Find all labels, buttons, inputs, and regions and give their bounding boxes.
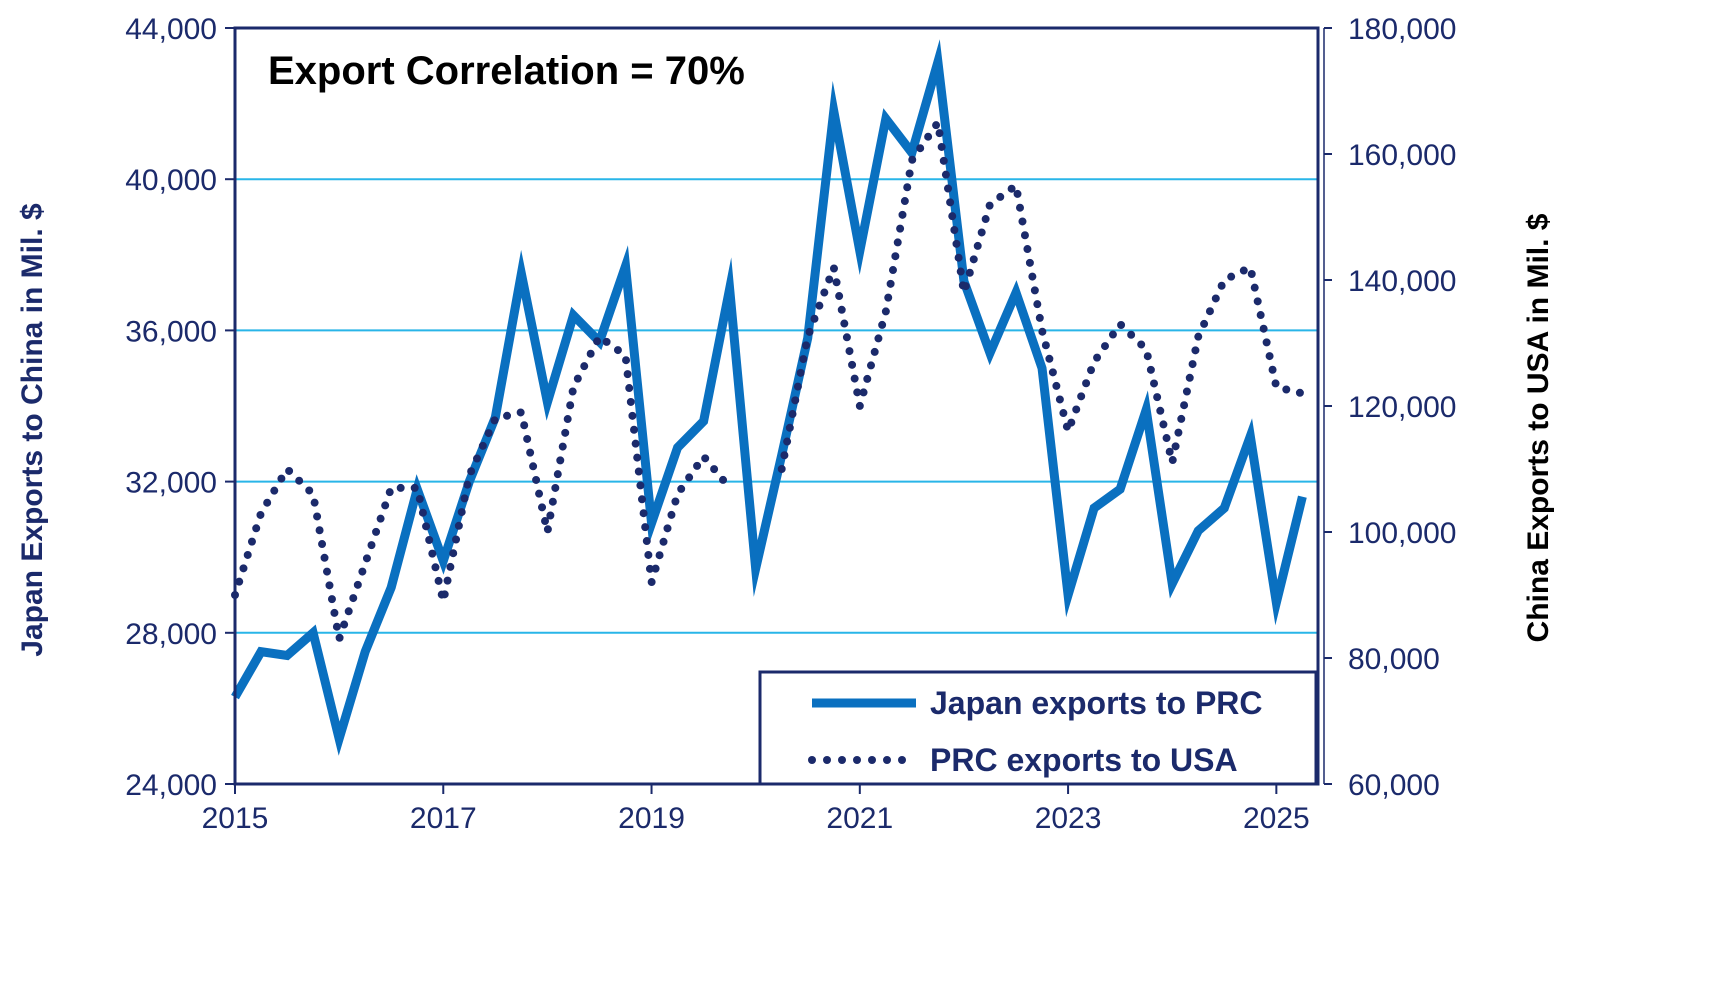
left-tick-label-3: 36,000	[125, 315, 217, 348]
legend: Japan exports to PRC PRC exports to USA	[758, 670, 1318, 786]
legend-label-prc: PRC exports to USA	[930, 742, 1238, 778]
right-axis-ticks: 60,000 80,000 100,000 120,000 140,000 160,000…	[1324, 13, 1456, 802]
legend-prc-dot-6	[898, 756, 906, 764]
legend-prc-dot-3	[853, 756, 861, 764]
prc-series-segment-0	[231, 330, 734, 655]
legend-prc-dot-1	[823, 756, 831, 764]
legend-box	[758, 670, 1318, 786]
legend-prc-dot-0	[808, 756, 816, 764]
legend-prc-dot-4	[868, 756, 876, 764]
right-tick-label-5: 160,000	[1348, 139, 1456, 172]
x-tick-label-1: 2017	[410, 802, 477, 835]
series-japan-exports-to-prc	[231, 39, 1307, 756]
left-tick-label-2: 32,000	[125, 467, 217, 500]
left-axis-ticks: 24,000 28,000 32,000 36,000 40,000 44,000	[125, 13, 235, 802]
right-axis-title: China Exports to USA in Mil. $	[1522, 213, 1555, 642]
right-tick-label-1: 80,000	[1348, 643, 1440, 676]
left-tick-label-1: 28,000	[125, 618, 217, 651]
correlation-annotation: Export Correlation = 70%	[268, 49, 745, 93]
legend-prc-dot-5	[883, 756, 891, 764]
left-tick-label-5: 44,000	[125, 13, 217, 46]
series-layer	[231, 39, 1307, 756]
x-tick-label-0: 2015	[202, 802, 269, 835]
x-tick-label-2: 2019	[618, 802, 685, 835]
x-tick-label-5: 2025	[1243, 802, 1310, 835]
legend-swatch-prc	[808, 756, 906, 764]
x-axis-ticks: 2015 2017 2019 2021 2023 2025	[202, 784, 1310, 835]
right-tick-label-0: 60,000	[1348, 769, 1440, 802]
right-tick-label-2: 100,000	[1348, 517, 1456, 550]
legend-prc-dot-2	[838, 756, 846, 764]
prc-series-segment-1	[777, 111, 1307, 473]
legend-label-japan: Japan exports to PRC	[930, 685, 1263, 721]
series-prc-exports-to-usa	[231, 111, 1307, 655]
left-tick-label-0: 24,000	[125, 769, 217, 802]
x-tick-label-4: 2023	[1035, 802, 1102, 835]
right-tick-label-6: 180,000	[1348, 13, 1456, 46]
x-tick-label-3: 2021	[826, 802, 893, 835]
right-tick-label-3: 120,000	[1348, 391, 1456, 424]
left-axis-title: Japan Exports to China in Mil. $	[16, 203, 49, 657]
left-tick-label-4: 40,000	[125, 164, 217, 197]
right-tick-label-4: 140,000	[1348, 265, 1456, 298]
